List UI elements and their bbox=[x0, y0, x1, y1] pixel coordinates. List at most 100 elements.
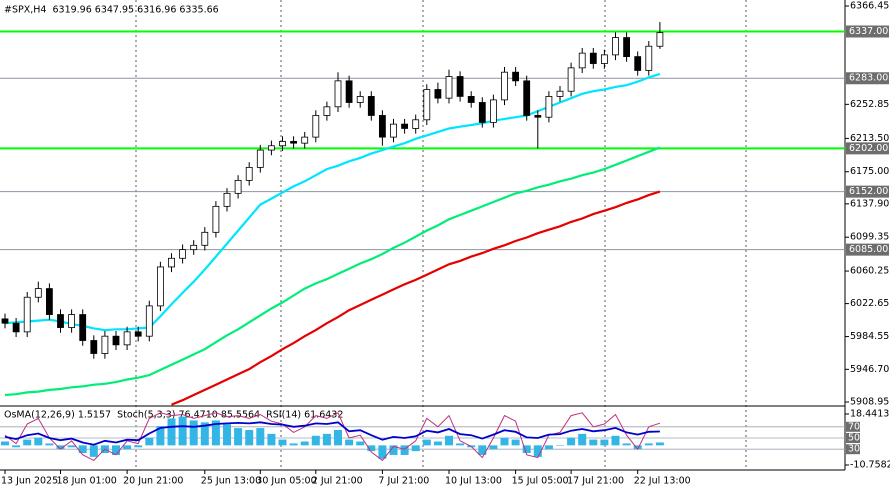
candle-body bbox=[223, 192, 231, 207]
y-tick-label: 18.4413 bbox=[850, 409, 889, 420]
osma-bar bbox=[511, 439, 520, 446]
level-box bbox=[846, 72, 889, 85]
osma-bar bbox=[655, 442, 664, 446]
candle-body bbox=[134, 331, 142, 337]
candle-body bbox=[79, 314, 87, 341]
osma-bar bbox=[611, 435, 620, 446]
candle-body bbox=[645, 45, 653, 71]
osma-bar bbox=[45, 443, 54, 446]
y-tick-label: 6366.45 bbox=[850, 1, 889, 12]
osma-bar bbox=[633, 445, 642, 450]
x-tick-label: 17 Jul 21:00 bbox=[567, 476, 624, 487]
osma-bar bbox=[34, 437, 43, 446]
candle-body bbox=[356, 96, 364, 103]
level-label: 6085.00 bbox=[849, 244, 888, 255]
y-tick-label: 6060.25 bbox=[850, 266, 889, 277]
osma-bar bbox=[478, 445, 487, 455]
level-box bbox=[846, 185, 889, 198]
y-tick-label: 6022.65 bbox=[850, 298, 889, 309]
y2-tick-label: 30 bbox=[848, 444, 860, 455]
osma-bar bbox=[578, 433, 587, 446]
osma-bar bbox=[489, 445, 498, 450]
candle-body bbox=[612, 37, 619, 56]
candle-body bbox=[245, 167, 253, 181]
osma-bar bbox=[622, 443, 631, 446]
candle-body bbox=[201, 231, 209, 246]
candle-body bbox=[567, 67, 575, 92]
candle-body bbox=[34, 288, 42, 298]
level-label: 6202.00 bbox=[849, 143, 888, 154]
series-line bbox=[4, 146, 661, 397]
osma-bar bbox=[189, 420, 198, 446]
osma-bar bbox=[123, 445, 132, 450]
y-tick-label: 5946.70 bbox=[850, 364, 889, 375]
candle-body bbox=[256, 149, 264, 168]
osma-bar bbox=[533, 445, 542, 457]
osma-bar bbox=[600, 439, 609, 446]
candle-body bbox=[212, 205, 220, 233]
candle-body bbox=[156, 266, 164, 307]
candle-body bbox=[68, 314, 75, 328]
osma-bar bbox=[411, 445, 420, 452]
candle-body bbox=[501, 71, 508, 101]
candle-body bbox=[323, 106, 331, 116]
osma-bar bbox=[211, 420, 220, 446]
osma-bar bbox=[145, 437, 154, 446]
osma-bar bbox=[544, 445, 553, 450]
candle-body bbox=[90, 340, 98, 354]
x-tick-label: 18 Jun 01:00 bbox=[57, 476, 117, 487]
candle-body bbox=[634, 56, 642, 71]
candle-body bbox=[1, 318, 9, 324]
osma-bar bbox=[67, 445, 76, 448]
series-line bbox=[171, 190, 661, 406]
y-tick-label: 5908.95 bbox=[850, 397, 889, 408]
osma-bar bbox=[356, 441, 365, 446]
osma-bar bbox=[345, 439, 354, 446]
candle-body bbox=[179, 249, 187, 259]
level-label: 6283.00 bbox=[849, 73, 888, 84]
candle-body bbox=[367, 96, 375, 116]
candle-body bbox=[601, 54, 608, 64]
candle-body bbox=[145, 305, 153, 337]
candle-body bbox=[589, 52, 597, 64]
level-box bbox=[846, 444, 860, 455]
candle-body bbox=[12, 322, 20, 333]
osma-bar bbox=[78, 445, 87, 454]
candle-body bbox=[57, 314, 64, 328]
osma-bar bbox=[567, 437, 576, 446]
osma-bar bbox=[378, 445, 387, 459]
y-tick-label: 6213.50 bbox=[850, 133, 889, 144]
osma-bar bbox=[556, 445, 564, 446]
osma-bar bbox=[56, 445, 65, 450]
candle-body bbox=[623, 37, 630, 58]
osma-bar bbox=[289, 443, 298, 446]
level-box bbox=[846, 433, 860, 443]
x-tick-label: 13 Jun 2025 bbox=[1, 476, 58, 487]
x-tick-label: 7 Jul 21:00 bbox=[378, 476, 429, 487]
candle-body bbox=[445, 76, 453, 99]
osma-bar bbox=[267, 433, 276, 446]
osma-bar bbox=[300, 441, 309, 446]
candle-body bbox=[279, 141, 286, 147]
candle-body bbox=[512, 71, 519, 82]
level-label: 6152.00 bbox=[849, 186, 888, 197]
osma-bar bbox=[134, 445, 143, 448]
osma-bar bbox=[1, 441, 9, 446]
y-tick-label: 6099.35 bbox=[850, 232, 889, 243]
level-box bbox=[846, 243, 889, 256]
candle-body bbox=[234, 179, 242, 194]
x-tick-label: 30 Jun 05:00 bbox=[256, 476, 316, 487]
y-tick-label: 6252.85 bbox=[850, 99, 889, 110]
candle-body bbox=[478, 102, 486, 123]
chart-title: #SPX,H4 6319.96 6347.95 6316.96 6335.66 bbox=[4, 5, 219, 16]
osma-bar bbox=[445, 435, 453, 446]
osma-bar bbox=[156, 426, 165, 446]
x-tick-label: 2 Jul 21:00 bbox=[312, 476, 363, 487]
candle-body bbox=[401, 123, 409, 129]
candle-body bbox=[267, 145, 275, 151]
x-tick-label: 10 Jul 13:00 bbox=[445, 476, 502, 487]
series-line bbox=[4, 421, 660, 446]
candle-body bbox=[434, 89, 442, 99]
osma-bar bbox=[234, 428, 243, 446]
